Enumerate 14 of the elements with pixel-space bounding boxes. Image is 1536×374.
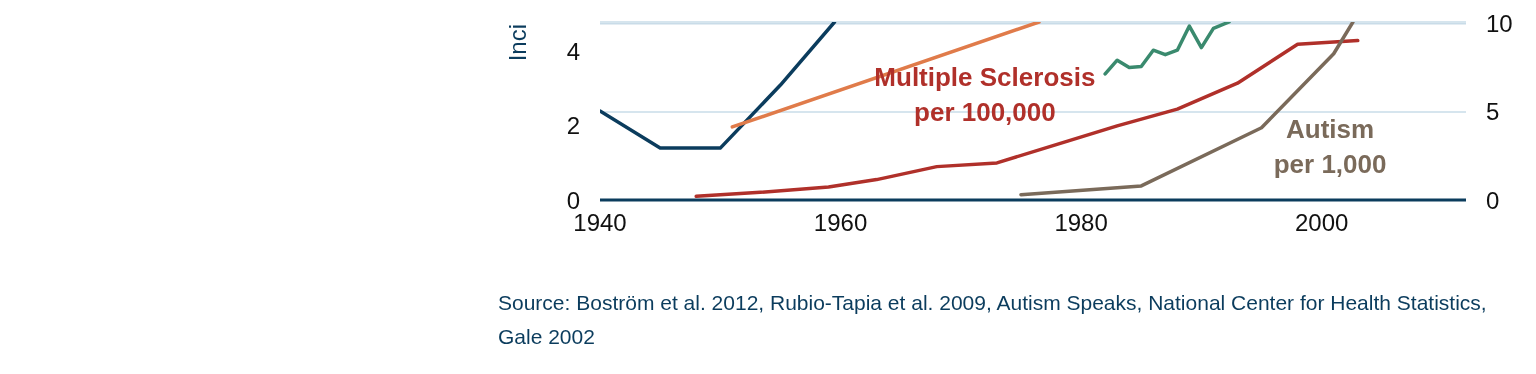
series-label: Multiple Sclerosis per 100,000 bbox=[874, 61, 1096, 127]
x-tick-label: 1980 bbox=[1054, 209, 1108, 237]
source-note: Source: Boström et al. 2012, Rubio-Tapia et al. 2009, Autism Speaks, National Center for Health Statistics, Gale 2002 bbox=[498, 290, 1488, 350]
series-label: Autism per 1,000 bbox=[1273, 113, 1387, 179]
line-series bbox=[600, 22, 837, 150]
y-tick-label: 2 bbox=[566, 112, 580, 140]
y2-tick-label: 10 bbox=[1486, 10, 1513, 38]
line-series bbox=[1103, 22, 1231, 76]
y2-tick-label: 0 bbox=[1486, 186, 1500, 214]
x-tick-label: 1960 bbox=[813, 209, 868, 237]
y2-tick-label: 5 bbox=[1486, 98, 1500, 126]
y-axis-title: Inci bbox=[504, 24, 532, 62]
x-tick-label: 2000 bbox=[1294, 209, 1349, 237]
y-tick-label: 4 bbox=[566, 38, 580, 66]
